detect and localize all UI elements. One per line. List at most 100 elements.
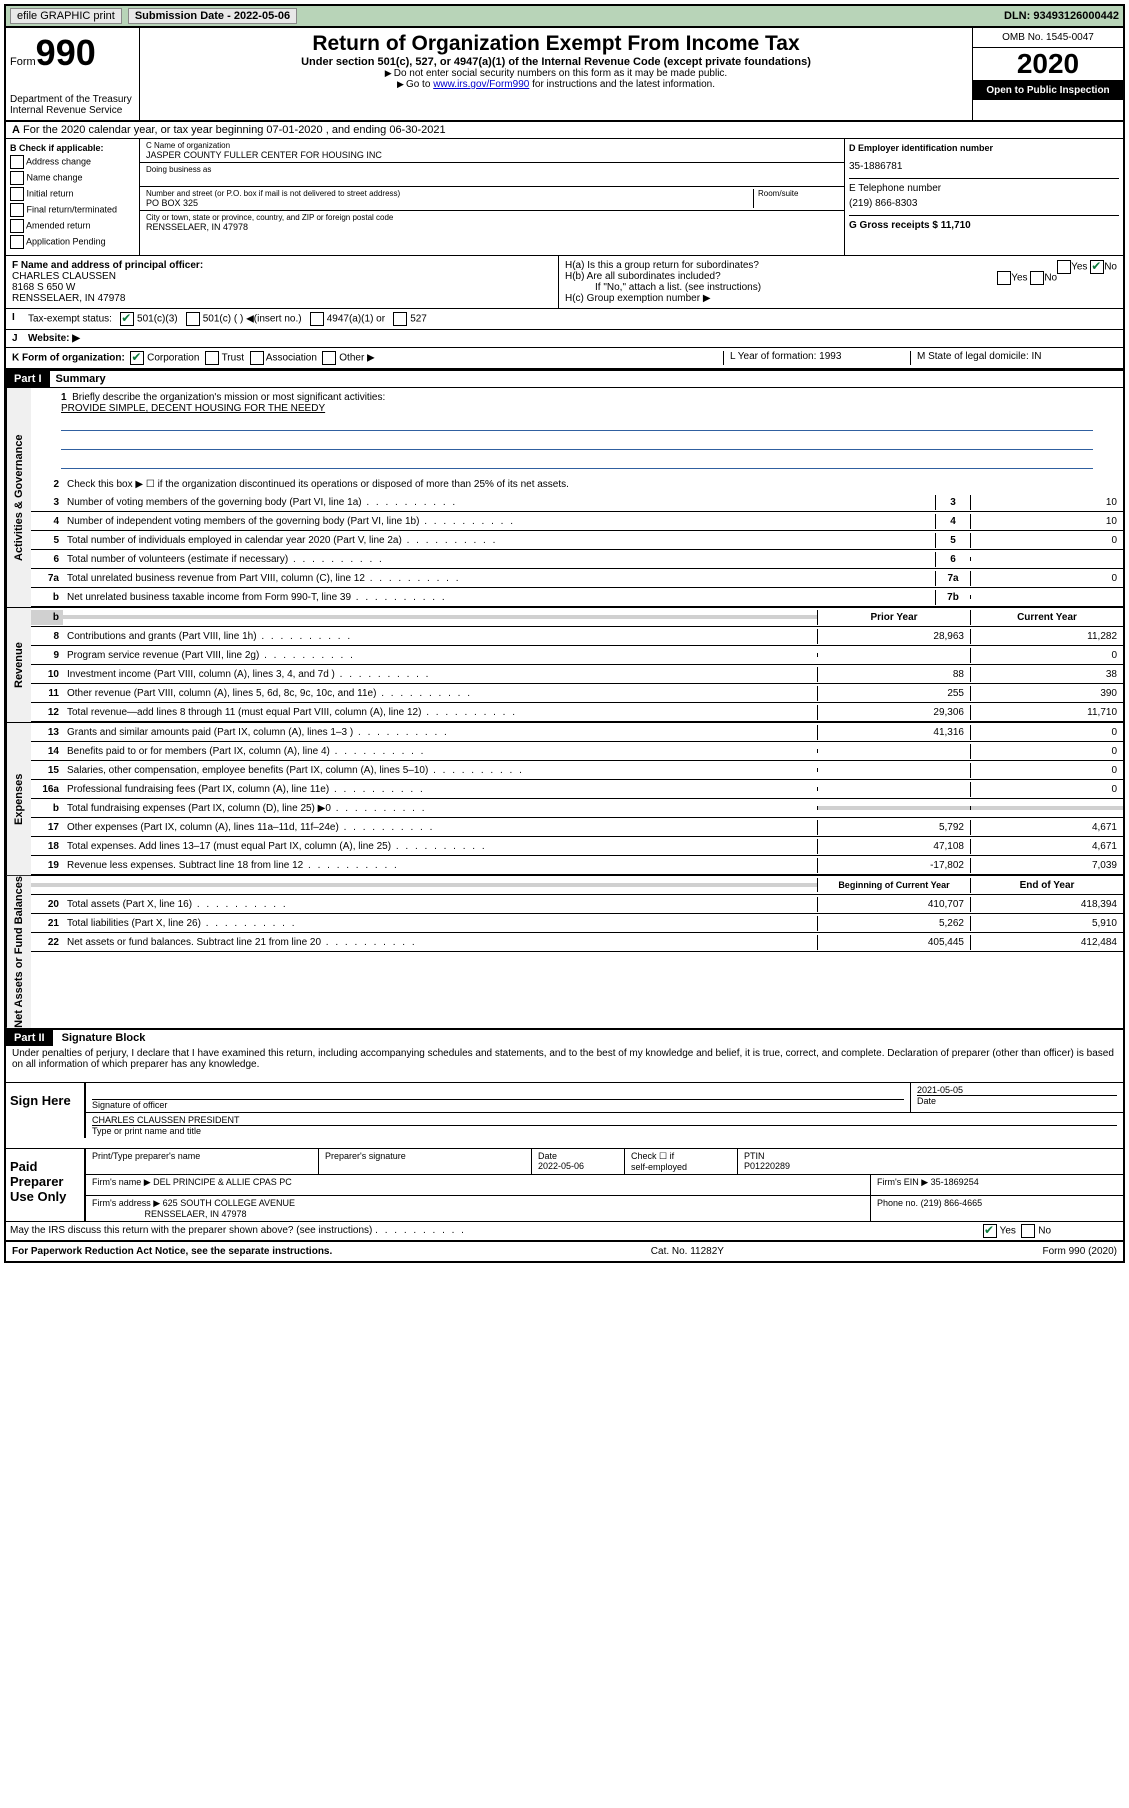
line-row: 17Other expenses (Part IX, column (A), l… [31, 818, 1123, 837]
dept-label: Department of the Treasury Internal Reve… [10, 94, 135, 116]
col-b: B Check if applicable: Address change Na… [6, 139, 140, 255]
check-final[interactable] [10, 203, 24, 217]
firm-phone: (219) 866-4665 [921, 1198, 983, 1208]
activities-section: Activities & Governance 1 Briefly descri… [6, 388, 1123, 607]
firm-name: DEL PRINCIPE & ALLIE CPAS PC [153, 1177, 292, 1187]
hb-yes[interactable] [997, 271, 1011, 285]
part1-title: Summary [50, 371, 112, 387]
header-left: Form990 Department of the Treasury Inter… [6, 28, 140, 120]
sign-here-label: Sign Here [6, 1083, 86, 1138]
line-row: 10Investment income (Part VIII, column (… [31, 665, 1123, 684]
part1-header: Part I [6, 371, 50, 387]
discuss-row: May the IRS discuss this return with the… [6, 1221, 1123, 1241]
line-row: 18Total expenses. Add lines 13–17 (must … [31, 837, 1123, 856]
street-address: PO BOX 325 [146, 198, 753, 208]
line-row: 7aTotal unrelated business revenue from … [31, 569, 1123, 588]
hb-no[interactable] [1030, 271, 1044, 285]
line-row: 22Net assets or fund balances. Subtract … [31, 933, 1123, 952]
check-name[interactable] [10, 171, 24, 185]
header-sub2: Do not enter social security numbers on … [150, 68, 962, 79]
col-f: F Name and address of principal officer:… [6, 256, 559, 308]
discuss-yes[interactable] [983, 1224, 997, 1238]
header-row: Form990 Department of the Treasury Inter… [6, 28, 1123, 122]
527-check[interactable] [393, 312, 407, 326]
line-row: bNet unrelated business taxable income f… [31, 588, 1123, 607]
section-bcd: B Check if applicable: Address change Na… [6, 139, 1123, 256]
dln: DLN: 93493126000442 [1004, 10, 1119, 22]
check-initial[interactable] [10, 187, 24, 201]
current-year-header: Current Year [970, 610, 1123, 625]
assoc-check[interactable] [250, 351, 264, 365]
prep-date: 2022-05-06 [538, 1161, 584, 1171]
line-row: 9Program service revenue (Part VIII, lin… [31, 646, 1123, 665]
ha-yes[interactable] [1057, 260, 1071, 274]
discuss-no[interactable] [1021, 1224, 1035, 1238]
revenue-section: Revenue b Prior Year Current Year 8Contr… [6, 607, 1123, 722]
end-year-header: End of Year [970, 878, 1123, 893]
inspect-label: Open to Public Inspection [973, 81, 1123, 100]
form-label: Form [10, 56, 36, 68]
line-row: 11Other revenue (Part VIII, column (A), … [31, 684, 1123, 703]
trust-check[interactable] [205, 351, 219, 365]
501c3-check[interactable] [120, 312, 134, 326]
top-bar: efile GRAPHIC print Submission Date - 20… [6, 6, 1123, 28]
irs-link[interactable]: www.irs.gov/Form990 [433, 79, 529, 90]
row-k: K Form of organization: Corporation Trus… [6, 348, 1123, 369]
sign-date: 2021-05-05 [917, 1085, 1117, 1095]
check-pending[interactable] [10, 235, 24, 249]
year-formation: L Year of formation: 1993 [723, 351, 910, 365]
vtab-revenue: Revenue [6, 608, 31, 722]
line-row: 3Number of voting members of the governi… [31, 493, 1123, 512]
firm-ein: 35-1869254 [931, 1177, 979, 1187]
check-amended[interactable] [10, 219, 24, 233]
other-check[interactable] [322, 351, 336, 365]
vtab-activities: Activities & Governance [6, 388, 31, 607]
paid-preparer-label: Paid Preparer Use Only [6, 1149, 86, 1221]
penalty-text: Under penalties of perjury, I declare th… [6, 1046, 1123, 1072]
paperwork-notice: For Paperwork Reduction Act Notice, see … [12, 1246, 332, 1257]
part2-title: Signature Block [56, 1030, 152, 1046]
netassets-section: Net Assets or Fund Balances Beginning of… [6, 875, 1123, 1030]
line-row: 4Number of independent voting members of… [31, 512, 1123, 531]
cat-no: Cat. No. 11282Y [651, 1246, 724, 1257]
ptin: P01220289 [744, 1161, 790, 1171]
ha-no[interactable] [1090, 260, 1104, 274]
header-right: OMB No. 1545-0047 2020 Open to Public In… [972, 28, 1123, 120]
tax-year: 2020 [1017, 48, 1079, 79]
paid-preparer-section: Paid Preparer Use Only Print/Type prepar… [6, 1148, 1123, 1221]
form-container: efile GRAPHIC print Submission Date - 20… [4, 4, 1125, 1263]
efile-btn[interactable]: efile GRAPHIC print [10, 8, 122, 24]
line-row: 14Benefits paid to or for members (Part … [31, 742, 1123, 761]
line-row: 13Grants and similar amounts paid (Part … [31, 723, 1123, 742]
begin-year-header: Beginning of Current Year [817, 878, 970, 892]
section-fh: F Name and address of principal officer:… [6, 256, 1123, 309]
submission-date: Submission Date - 2022-05-06 [128, 8, 297, 24]
prior-year-header: Prior Year [817, 610, 970, 625]
row-a: A For the 2020 calendar year, or tax yea… [6, 122, 1123, 139]
4947-check[interactable] [310, 312, 324, 326]
header-sub3: Go to www.irs.gov/Form990 for instructio… [150, 79, 962, 90]
part2-header: Part II [6, 1030, 53, 1046]
check-address[interactable] [10, 155, 24, 169]
col-c: C Name of organization JASPER COUNTY FUL… [140, 139, 845, 255]
firm-addr: 625 SOUTH COLLEGE AVENUE [163, 1198, 295, 1208]
line-row: bTotal fundraising expenses (Part IX, co… [31, 799, 1123, 818]
omb: OMB No. 1545-0047 [973, 28, 1123, 48]
line-row: 15Salaries, other compensation, employee… [31, 761, 1123, 780]
line-row: 19Revenue less expenses. Subtract line 1… [31, 856, 1123, 875]
city-state-zip: RENSSELAER, IN 47978 [146, 222, 838, 232]
part1-header-row: Part I Summary [6, 369, 1123, 388]
sign-here-section: Sign Here Signature of officer 2021-05-0… [6, 1082, 1123, 1138]
corp-check[interactable] [130, 351, 144, 365]
gross-receipts: G Gross receipts $ 11,710 [849, 220, 1119, 231]
expenses-section: Expenses 13Grants and similar amounts pa… [6, 722, 1123, 875]
vtab-expenses: Expenses [6, 723, 31, 875]
part2-header-row: Part II Signature Block [6, 1030, 1123, 1046]
501c-check[interactable] [186, 312, 200, 326]
header-mid: Return of Organization Exempt From Incom… [140, 28, 972, 120]
form-ref: Form 990 (2020) [1043, 1246, 1117, 1257]
ein: 35-1886781 [849, 161, 1119, 172]
org-name: JASPER COUNTY FULLER CENTER FOR HOUSING … [146, 150, 838, 160]
line-row: 20Total assets (Part X, line 16)410,7074… [31, 895, 1123, 914]
line-row: 16aProfessional fundraising fees (Part I… [31, 780, 1123, 799]
